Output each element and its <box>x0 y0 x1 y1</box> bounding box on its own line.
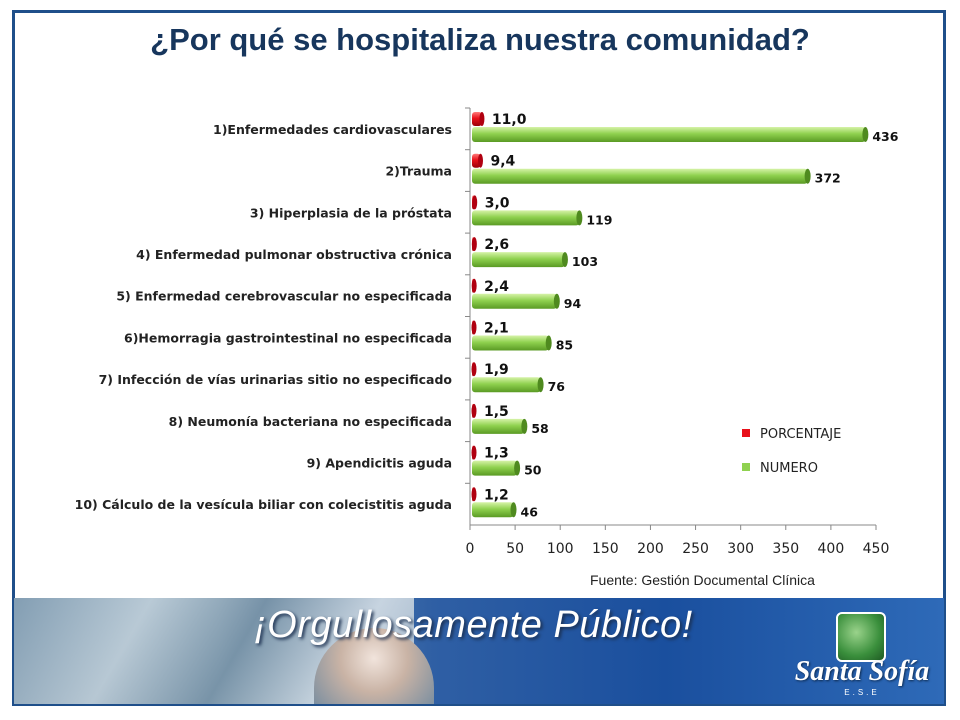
porcentaje-label: 9,4 <box>490 154 515 170</box>
numero-bar <box>472 252 565 268</box>
porcentaje-bar-cap <box>471 362 477 377</box>
porcentaje-bar-cap <box>471 278 477 293</box>
x-tick-label: 300 <box>727 541 754 557</box>
porcentaje-label: 2,4 <box>484 279 509 295</box>
porcentaje-bar-cap <box>479 112 485 126</box>
numero-label: 94 <box>564 296 582 311</box>
chart-axes <box>465 107 876 526</box>
numero-label: 46 <box>521 504 539 519</box>
x-tick-label: 150 <box>592 541 619 557</box>
legend-swatch <box>742 463 750 471</box>
data-labels: 11,0 436 9,4 372 3,0 119 2,6 103 2,4 94 2,1 85 1,9 76… <box>484 112 899 519</box>
numero-bar-cap <box>576 210 583 226</box>
bars <box>471 112 869 518</box>
porcentaje-label: 1,3 <box>484 446 509 462</box>
porcentaje-bar-cap <box>471 403 477 418</box>
source-note: Fuente: Gestión Documental Clínica <box>590 572 815 588</box>
porcentaje-label: 1,9 <box>484 362 509 378</box>
numero-bar-cap <box>537 377 544 393</box>
numero-bar-cap <box>514 460 521 476</box>
legend-swatch <box>742 429 750 437</box>
numero-label: 50 <box>524 463 542 478</box>
category-label: 3) Hiperplasia de la próstata <box>250 205 452 220</box>
numero-label: 103 <box>572 254 598 269</box>
legend-label: PORCENTAJE <box>760 427 841 442</box>
porcentaje-bar-cap <box>471 445 477 460</box>
numero-bar <box>472 502 514 518</box>
numero-bar-cap <box>862 127 869 142</box>
x-tick-label: 200 <box>637 541 664 557</box>
numero-label: 119 <box>586 212 612 227</box>
category-label: 9) Apendicitis aguda <box>307 455 452 470</box>
numero-bar <box>472 335 549 351</box>
numero-bar-cap <box>521 418 528 434</box>
category-label: 4) Enfermedad pulmonar obstructiva cróni… <box>136 247 452 262</box>
category-label: 7) Infección de vías urinarias sitio no … <box>99 372 453 387</box>
porcentaje-bar-cap <box>477 153 483 168</box>
porcentaje-label: 2,1 <box>484 321 509 337</box>
porcentaje-label: 3,0 <box>485 195 510 211</box>
logo-subtitle: E.S.E <box>844 688 880 697</box>
bar-chart: 0 50 100 150 200 250 300 350 400 450 1)Enfermedad… <box>75 107 899 557</box>
porcentaje-bar-cap <box>471 320 477 335</box>
numero-bar-cap <box>561 252 568 268</box>
numero-label: 76 <box>548 379 566 394</box>
numero-bar-cap <box>804 168 811 184</box>
legend: PORCENTAJE NUMERO <box>742 427 841 476</box>
x-tick-label: 400 <box>818 541 845 557</box>
category-label: 6)Hemorragia gastrointestinal no especif… <box>124 330 452 345</box>
numero-bar <box>472 210 580 226</box>
category-label: 10) Cálculo de la vesícula biliar con co… <box>75 497 452 512</box>
category-labels: 1)Enfermedades cardiovasculares 2)Trauma 3… <box>75 122 453 512</box>
category-label: 2)Trauma <box>385 164 452 179</box>
category-label: 8) Neumonía bacteriana no especificada <box>169 414 452 429</box>
x-tick-label: 50 <box>506 541 524 557</box>
x-tick-label: 250 <box>682 541 709 557</box>
numero-bar <box>472 168 808 184</box>
porcentaje-label: 1,2 <box>484 487 509 503</box>
x-tick-label: 450 <box>863 541 890 557</box>
porcentaje-bar-cap <box>471 487 477 502</box>
porcentaje-bar-cap <box>471 237 477 252</box>
x-tick-labels: 0 50 100 150 200 250 300 350 400 450 <box>466 525 890 557</box>
numero-bar <box>472 418 525 434</box>
numero-bar-cap <box>545 335 552 351</box>
numero-label: 372 <box>815 171 841 186</box>
porcentaje-bar-cap <box>472 195 478 210</box>
category-label: 1)Enfermedades cardiovasculares <box>213 122 452 137</box>
numero-label: 85 <box>556 338 573 353</box>
numero-bar <box>472 127 866 142</box>
page-title: ¿Por qué se hospitaliza nuestra comunida… <box>150 22 810 57</box>
footer-banner: ¡Orgullosamente Público! Santa Sofía E.S… <box>14 598 944 704</box>
legend-label: NUMERO <box>760 461 818 476</box>
numero-bar <box>472 293 557 309</box>
banner-slogan: ¡Orgullosamente Público! <box>254 604 693 646</box>
logo-icon <box>836 612 886 662</box>
numero-label: 436 <box>872 129 898 144</box>
porcentaje-label: 1,5 <box>484 404 509 420</box>
numero-label: 58 <box>531 421 548 436</box>
numero-bar <box>472 377 541 393</box>
category-label: 5) Enfermedad cerebrovascular no especif… <box>116 289 452 304</box>
logo-name: Santa Sofía <box>794 656 930 687</box>
x-tick-label: 100 <box>547 541 574 557</box>
porcentaje-bar <box>472 112 482 126</box>
numero-bar-cap <box>510 502 517 518</box>
slide-frame <box>12 10 946 706</box>
numero-bar-cap <box>553 293 560 309</box>
numero-bar <box>472 460 518 476</box>
porcentaje-label: 11,0 <box>492 112 527 128</box>
x-tick-label: 350 <box>772 541 799 557</box>
porcentaje-label: 2,6 <box>484 237 509 253</box>
x-tick-label: 0 <box>466 541 475 557</box>
